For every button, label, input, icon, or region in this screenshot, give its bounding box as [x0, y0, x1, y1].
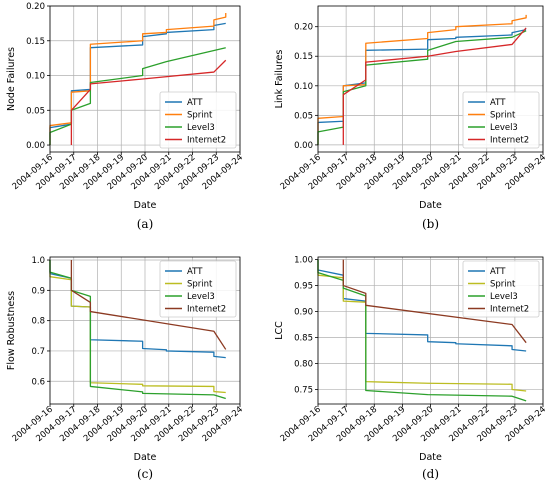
- legend-entry: ATT: [490, 98, 506, 108]
- legend-entry: ATT: [187, 98, 203, 108]
- legend-entry: Internet2: [187, 305, 226, 315]
- legend-box: [462, 260, 540, 318]
- legend-entry: Sprint: [490, 280, 516, 290]
- y-tick-label: 0.7: [31, 347, 45, 357]
- y-tick-label: 0.05: [294, 111, 313, 121]
- y-tick-label: 0.05: [26, 106, 45, 116]
- y-tick-label: 0.10: [26, 72, 45, 82]
- legend-entry: ATT: [187, 267, 203, 277]
- legend-entry: Level3: [187, 292, 215, 302]
- legend-entry: Internet2: [490, 136, 529, 146]
- y-tick-label: 0.9: [31, 286, 45, 296]
- y-tick-label: 0.15: [294, 52, 313, 62]
- subfigure-label: (b): [422, 217, 439, 231]
- y-tick-label: 0.85: [294, 334, 313, 344]
- legend-box: [159, 260, 237, 318]
- legend: ATT Sprint Level3 Internet2: [462, 91, 540, 149]
- y-tick-label: 0.8: [31, 317, 45, 327]
- y-tick-label: 0.10: [294, 82, 313, 92]
- y-tick-label: 0.00: [26, 141, 45, 151]
- series-line-internet2: [342, 27, 527, 145]
- y-tick-label: 0.80: [294, 359, 313, 369]
- legend-entry: Sprint: [187, 111, 213, 121]
- legend: ATT Sprint Level3 Internet2: [159, 260, 237, 318]
- y-tick-label: 0.95: [294, 282, 313, 292]
- legend-entry: Level3: [187, 123, 215, 133]
- x-axis-label: Date: [134, 452, 157, 463]
- legend-entry: Level3: [490, 123, 518, 133]
- y-tick-label: 0.15: [26, 37, 45, 47]
- legend: ATT Sprint Level3 Internet2: [462, 260, 540, 318]
- y-axis-label: Link Failures: [274, 50, 285, 109]
- series-line-level3: [49, 47, 226, 146]
- chart-panel-3: 0.60.70.80.91.02004-09-162004-09-172004-…: [6, 256, 245, 481]
- legend-entry: Sprint: [490, 111, 516, 121]
- x-axis-label: Date: [419, 200, 442, 211]
- y-axis-label: Node Failures: [6, 47, 17, 111]
- y-axis-label: Flow Robustness: [6, 291, 17, 370]
- legend-entry: Internet2: [490, 305, 529, 315]
- series-line-level3: [49, 260, 226, 400]
- y-axis-label: LCC: [274, 321, 285, 340]
- series-line-internet2: [70, 59, 227, 146]
- subfigure-label: (a): [137, 217, 154, 231]
- x-axis-label: Date: [419, 452, 442, 463]
- y-tick-label: 0.20: [294, 23, 313, 33]
- legend-entry: Level3: [490, 292, 518, 302]
- chart-panel-2: 0.000.050.100.150.202004-09-162004-09-17…: [274, 5, 548, 231]
- legend-entry: ATT: [490, 267, 506, 277]
- legend-entry: Internet2: [187, 136, 226, 146]
- legend-box: [159, 91, 237, 149]
- legend-box: [462, 91, 540, 149]
- y-tick-label: 0.6: [31, 377, 45, 387]
- y-tick-label: 0.00: [294, 141, 313, 151]
- series-line-internet2: [342, 259, 527, 344]
- y-tick-label: 0.90: [294, 308, 313, 318]
- subfigure-label: (d): [422, 467, 439, 481]
- y-tick-label: 0.20: [26, 2, 45, 12]
- legend: ATT Sprint Level3 Internet2: [159, 91, 237, 149]
- chart-panel-1: 0.000.050.100.150.202004-09-162004-09-17…: [6, 2, 245, 231]
- y-tick-label: 1.00: [294, 256, 313, 266]
- subfigure-label: (c): [137, 467, 153, 481]
- legend-entry: Sprint: [187, 280, 213, 290]
- y-tick-label: 1.0: [31, 256, 45, 266]
- y-tick-label: 0.75: [294, 385, 313, 395]
- x-axis-label: Date: [134, 200, 157, 211]
- chart-panel-4: 0.750.800.850.900.951.002004-09-162004-0…: [274, 256, 548, 481]
- series-line-internet2: [70, 260, 227, 350]
